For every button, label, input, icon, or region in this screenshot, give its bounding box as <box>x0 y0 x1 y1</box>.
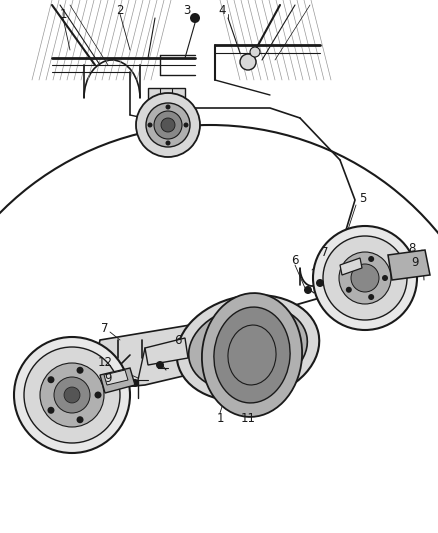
Circle shape <box>161 118 175 132</box>
Text: 1: 1 <box>59 7 67 20</box>
Polygon shape <box>100 368 135 393</box>
Circle shape <box>54 377 90 413</box>
Ellipse shape <box>189 305 307 391</box>
Text: 1: 1 <box>216 411 224 424</box>
Circle shape <box>184 123 188 127</box>
Circle shape <box>156 361 164 369</box>
Circle shape <box>288 383 293 387</box>
Circle shape <box>77 416 84 423</box>
Polygon shape <box>104 370 128 385</box>
Circle shape <box>250 47 260 57</box>
Polygon shape <box>388 250 430 280</box>
Circle shape <box>351 264 379 292</box>
Circle shape <box>47 407 54 414</box>
Circle shape <box>148 123 152 127</box>
Ellipse shape <box>214 307 290 403</box>
Text: 9: 9 <box>411 255 419 269</box>
Circle shape <box>229 404 234 409</box>
Circle shape <box>64 387 80 403</box>
Circle shape <box>166 141 170 146</box>
Text: 7: 7 <box>321 246 329 259</box>
Circle shape <box>146 103 190 147</box>
Circle shape <box>323 236 407 320</box>
Circle shape <box>131 379 139 387</box>
Circle shape <box>208 330 213 335</box>
Text: 11: 11 <box>240 411 255 424</box>
Text: 9: 9 <box>104 372 112 384</box>
Circle shape <box>95 392 102 399</box>
Circle shape <box>304 286 312 294</box>
Text: 2: 2 <box>116 4 124 17</box>
Circle shape <box>250 309 254 313</box>
Text: 8: 8 <box>408 241 416 254</box>
Circle shape <box>286 353 290 357</box>
Circle shape <box>154 111 182 139</box>
Circle shape <box>293 341 299 346</box>
Polygon shape <box>50 0 320 165</box>
Circle shape <box>368 294 374 300</box>
Circle shape <box>240 54 256 70</box>
Ellipse shape <box>177 295 319 401</box>
Polygon shape <box>145 338 188 365</box>
Text: 3: 3 <box>184 4 191 17</box>
Circle shape <box>313 226 417 330</box>
Circle shape <box>339 252 391 304</box>
Circle shape <box>261 408 267 413</box>
Circle shape <box>24 347 120 443</box>
Polygon shape <box>320 263 385 300</box>
Polygon shape <box>148 88 185 108</box>
Circle shape <box>276 384 279 388</box>
Circle shape <box>276 322 279 326</box>
Circle shape <box>166 104 170 109</box>
Text: 6: 6 <box>291 254 299 266</box>
Circle shape <box>316 279 324 287</box>
Ellipse shape <box>202 293 302 417</box>
Circle shape <box>225 322 229 326</box>
Circle shape <box>214 353 218 357</box>
Circle shape <box>77 367 84 374</box>
Circle shape <box>346 263 352 269</box>
Polygon shape <box>90 320 230 390</box>
Text: 12: 12 <box>98 356 113 368</box>
Circle shape <box>368 256 374 262</box>
Circle shape <box>382 275 388 281</box>
Circle shape <box>47 376 54 383</box>
Circle shape <box>207 372 212 377</box>
Circle shape <box>250 397 254 401</box>
Text: 4: 4 <box>218 4 226 17</box>
Text: 6: 6 <box>174 334 182 346</box>
Text: 5: 5 <box>359 191 367 205</box>
Text: 7: 7 <box>101 321 109 335</box>
Polygon shape <box>340 258 362 275</box>
Circle shape <box>346 287 352 293</box>
Circle shape <box>225 384 229 388</box>
Circle shape <box>136 93 200 157</box>
Ellipse shape <box>228 325 276 385</box>
Circle shape <box>190 13 200 23</box>
Circle shape <box>40 363 104 427</box>
Circle shape <box>14 337 130 453</box>
